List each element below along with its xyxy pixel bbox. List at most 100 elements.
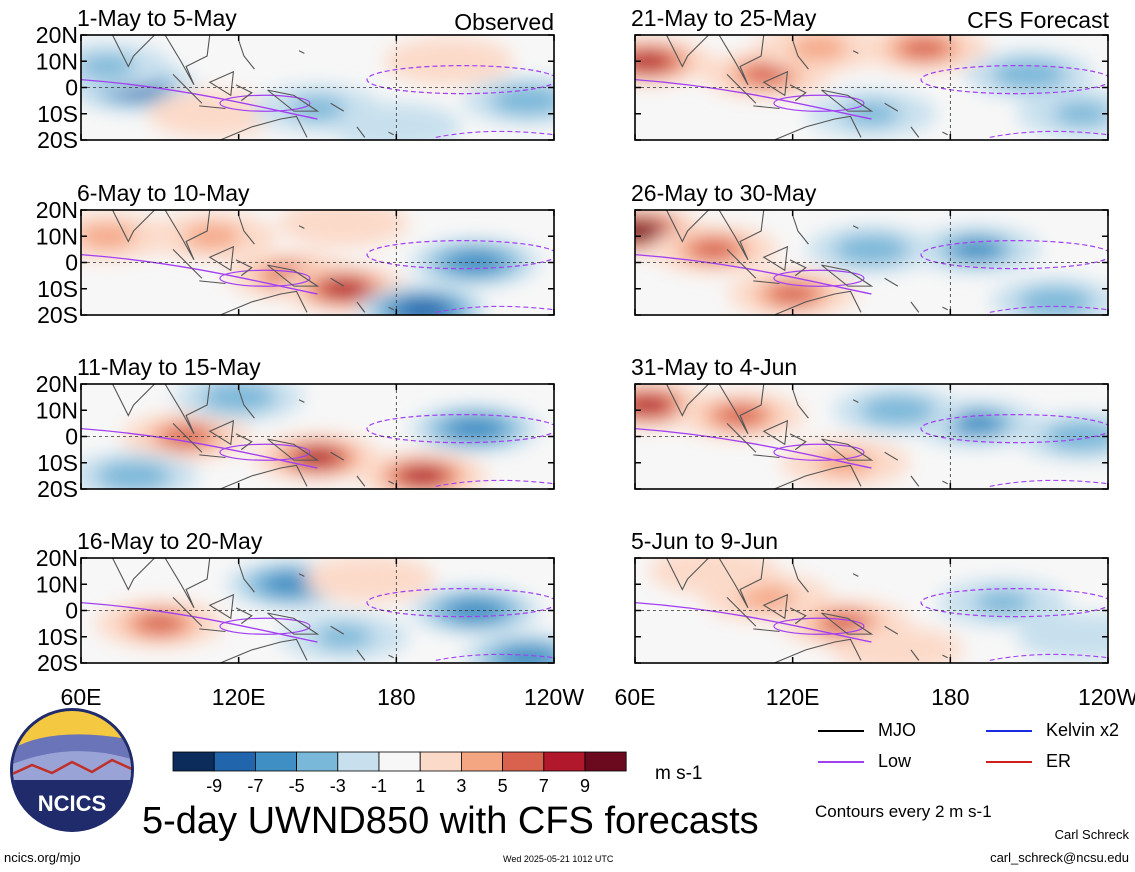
- anomaly-blob: [499, 645, 554, 663]
- legend-item-kelvin: Kelvin x2: [986, 720, 1119, 741]
- low-contour: [81, 601, 318, 643]
- low-contour: [635, 427, 872, 469]
- anomaly-blob: [676, 558, 752, 587]
- lat-tick-label: 10N: [36, 571, 78, 597]
- colorbar-swatch: [254, 751, 297, 772]
- anomaly-blob: [136, 613, 184, 635]
- low-contour: [773, 617, 865, 635]
- colorbar-tick-label: -1: [371, 776, 387, 796]
- coastlines: [112, 210, 394, 315]
- lat-tick-label: 10N: [36, 397, 78, 423]
- low-contour-negative: [366, 414, 554, 444]
- lat-tick-label: 20N: [36, 197, 78, 223]
- website-link[interactable]: ncics.org/mjo: [4, 850, 81, 865]
- lat-tick-label: 0: [65, 424, 78, 450]
- low-contour-negative: [366, 588, 554, 618]
- legend-swatch-kelvin: [986, 729, 1032, 732]
- colorbar-tick-label: 7: [539, 776, 549, 796]
- colorbar-swatch: [460, 751, 503, 772]
- low-contour: [219, 94, 311, 112]
- low-contour-negative: [920, 65, 1108, 95]
- low-contour: [219, 617, 311, 635]
- legend-label-low: Low: [878, 751, 912, 771]
- header-cfs-forecast: CFS Forecast: [967, 7, 1109, 33]
- lat-tick-label: 0: [65, 250, 78, 276]
- panel-title: 5-Jun to 9-Jun: [631, 528, 778, 554]
- low-contour: [81, 78, 318, 120]
- anomaly-blob: [952, 412, 1001, 434]
- anomaly-blob: [398, 299, 447, 315]
- low-contour-negative: [989, 653, 1108, 661]
- lon-tick-label: 120W: [1078, 684, 1135, 710]
- lat-tick-label: 10N: [36, 223, 78, 249]
- low-contour-negative: [435, 479, 554, 487]
- author-email[interactable]: carl_schreck@ncsu.edu: [990, 850, 1129, 865]
- low-contour: [773, 443, 865, 461]
- anomaly-blob: [635, 51, 670, 71]
- colorbar-tick-label: 9: [580, 776, 590, 796]
- panel-title: 6-May to 10-May: [77, 180, 250, 206]
- colorbar-tick-label: 5: [498, 776, 508, 796]
- low-contour: [635, 78, 872, 120]
- page-title: 5-day UWND850 with CFS forecasts: [142, 800, 759, 842]
- legend-label-er: ER: [1046, 751, 1072, 771]
- anomaly-blob: [860, 634, 936, 663]
- colorbar-swatch: [337, 751, 380, 772]
- anomaly-blob: [1044, 621, 1108, 652]
- coastlines: [666, 35, 948, 140]
- lon-tick-label: 60E: [615, 684, 656, 710]
- colorbar-tick-label: 3: [456, 776, 466, 796]
- anomaly-blob: [201, 384, 277, 413]
- anomaly-blob: [635, 222, 660, 240]
- low-contour: [219, 269, 311, 287]
- anomaly-blob: [738, 585, 795, 610]
- anomaly-blob: [306, 210, 382, 239]
- panel-title: 1-May to 5-May: [77, 5, 237, 31]
- anomaly-blob: [289, 96, 346, 121]
- lon-tick-label: 120W: [524, 684, 584, 710]
- anomaly-blob: [401, 466, 444, 486]
- lat-tick-label: 0: [65, 598, 78, 624]
- anomaly-blob: [690, 238, 738, 260]
- low-contour-negative: [366, 240, 554, 270]
- anomaly-blob: [315, 624, 373, 649]
- header-observed: Observed: [454, 9, 554, 35]
- anomaly-blob: [174, 98, 250, 129]
- map-panel-5: 21-May to 25-May: [631, 5, 1109, 141]
- anomaly-blob: [768, 283, 817, 305]
- low-contour: [773, 269, 865, 287]
- anomaly-blob: [332, 564, 408, 594]
- anomaly-blob: [952, 238, 1001, 260]
- legend-item-mjo: MJO: [818, 720, 916, 741]
- colorbar-swatch: [213, 751, 256, 772]
- anomaly-blob: [991, 59, 1067, 90]
- coastlines: [666, 558, 948, 663]
- legend-item-low: Low: [818, 751, 911, 772]
- low-contour: [635, 253, 872, 295]
- coastlines: [112, 558, 394, 663]
- low-contour: [773, 94, 865, 112]
- ncics-logo: NCICS: [10, 708, 134, 832]
- anomaly-blob: [81, 54, 136, 79]
- legend-item-er: ER: [986, 751, 1071, 772]
- anomaly-blob: [974, 590, 1032, 615]
- anomaly-blob: [860, 395, 936, 426]
- low-contour-negative: [435, 305, 554, 313]
- anomaly-blob: [446, 416, 504, 441]
- low-contour-negative: [989, 305, 1108, 313]
- lon-tick-label: 180: [931, 684, 969, 710]
- lat-tick-label: 10S: [37, 276, 78, 302]
- low-contour: [81, 253, 318, 295]
- map-panel-8: 5-Jun to 9-Jun 60E 120E 180 120W: [615, 528, 1135, 710]
- low-contour: [219, 443, 311, 461]
- panel-title: 11-May to 15-May: [77, 354, 261, 380]
- colorbar-swatch: [584, 751, 627, 772]
- lon-tick-label: 180: [377, 684, 415, 710]
- legend: MJO Kelvin x2 Low ER: [818, 718, 1128, 778]
- colorbar-swatch: [502, 751, 545, 772]
- lat-tick-label: 20N: [36, 545, 78, 571]
- timestamp: Wed 2025-05-21 1012 UTC: [503, 854, 614, 864]
